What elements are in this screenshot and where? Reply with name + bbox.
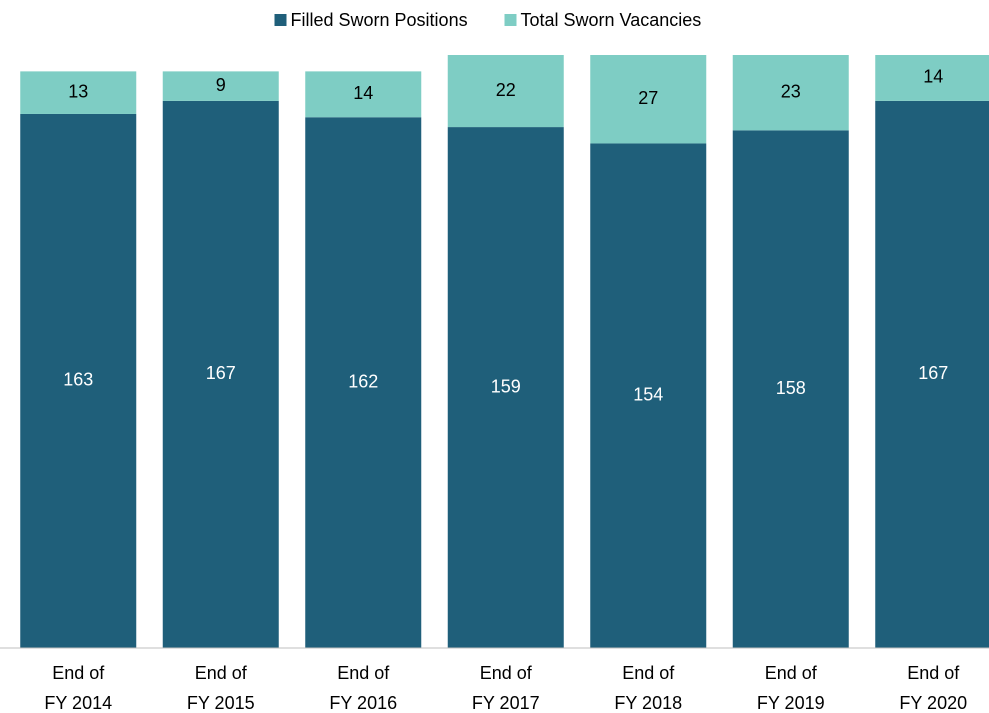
legend-label: Total Sworn Vacancies [521, 10, 702, 30]
bar-segment [447, 127, 564, 649]
bar-segment [590, 55, 707, 144]
x-tick-label: End of FY 2019 [756, 663, 825, 713]
legend-swatch [274, 14, 287, 26]
data-label: 163 [63, 370, 93, 390]
data-label: 9 [216, 75, 226, 95]
bar-segment [162, 71, 279, 101]
data-label: 154 [633, 384, 663, 404]
bar-segment [732, 55, 849, 131]
bar-segment [162, 100, 279, 648]
data-label: 22 [496, 80, 516, 100]
x-tick-label: End of FY 2017 [471, 663, 540, 713]
x-tick-label: End of FY 2014 [44, 663, 113, 713]
data-label: 14 [353, 83, 373, 103]
bar-segment [875, 100, 989, 648]
bar-segment [305, 117, 422, 649]
bar-segment [20, 71, 137, 114]
x-tick-label: End of FY 2018 [614, 663, 683, 713]
legend-swatch [504, 14, 517, 26]
data-label: 27 [638, 88, 658, 108]
data-label: 158 [776, 378, 806, 398]
bar-segment [875, 55, 989, 101]
bar-segment [590, 143, 707, 648]
bar-segment [732, 130, 849, 649]
x-tick-label: End of FY 2015 [186, 663, 255, 713]
data-label: 14 [923, 67, 943, 87]
data-label: 167 [918, 363, 948, 383]
data-label: 167 [206, 363, 236, 383]
x-tick-label: End of FY 2020 [899, 663, 968, 713]
bar-segment [305, 71, 422, 118]
x-tick-label: End of FY 2016 [329, 663, 398, 713]
legend-label: Filled Sworn Positions [291, 10, 468, 30]
bar-segment [447, 55, 564, 128]
data-label: 162 [348, 371, 378, 391]
data-label: 159 [491, 376, 521, 396]
bar-segment [20, 113, 137, 649]
data-label: 13 [68, 81, 88, 101]
data-label: 23 [781, 81, 801, 101]
